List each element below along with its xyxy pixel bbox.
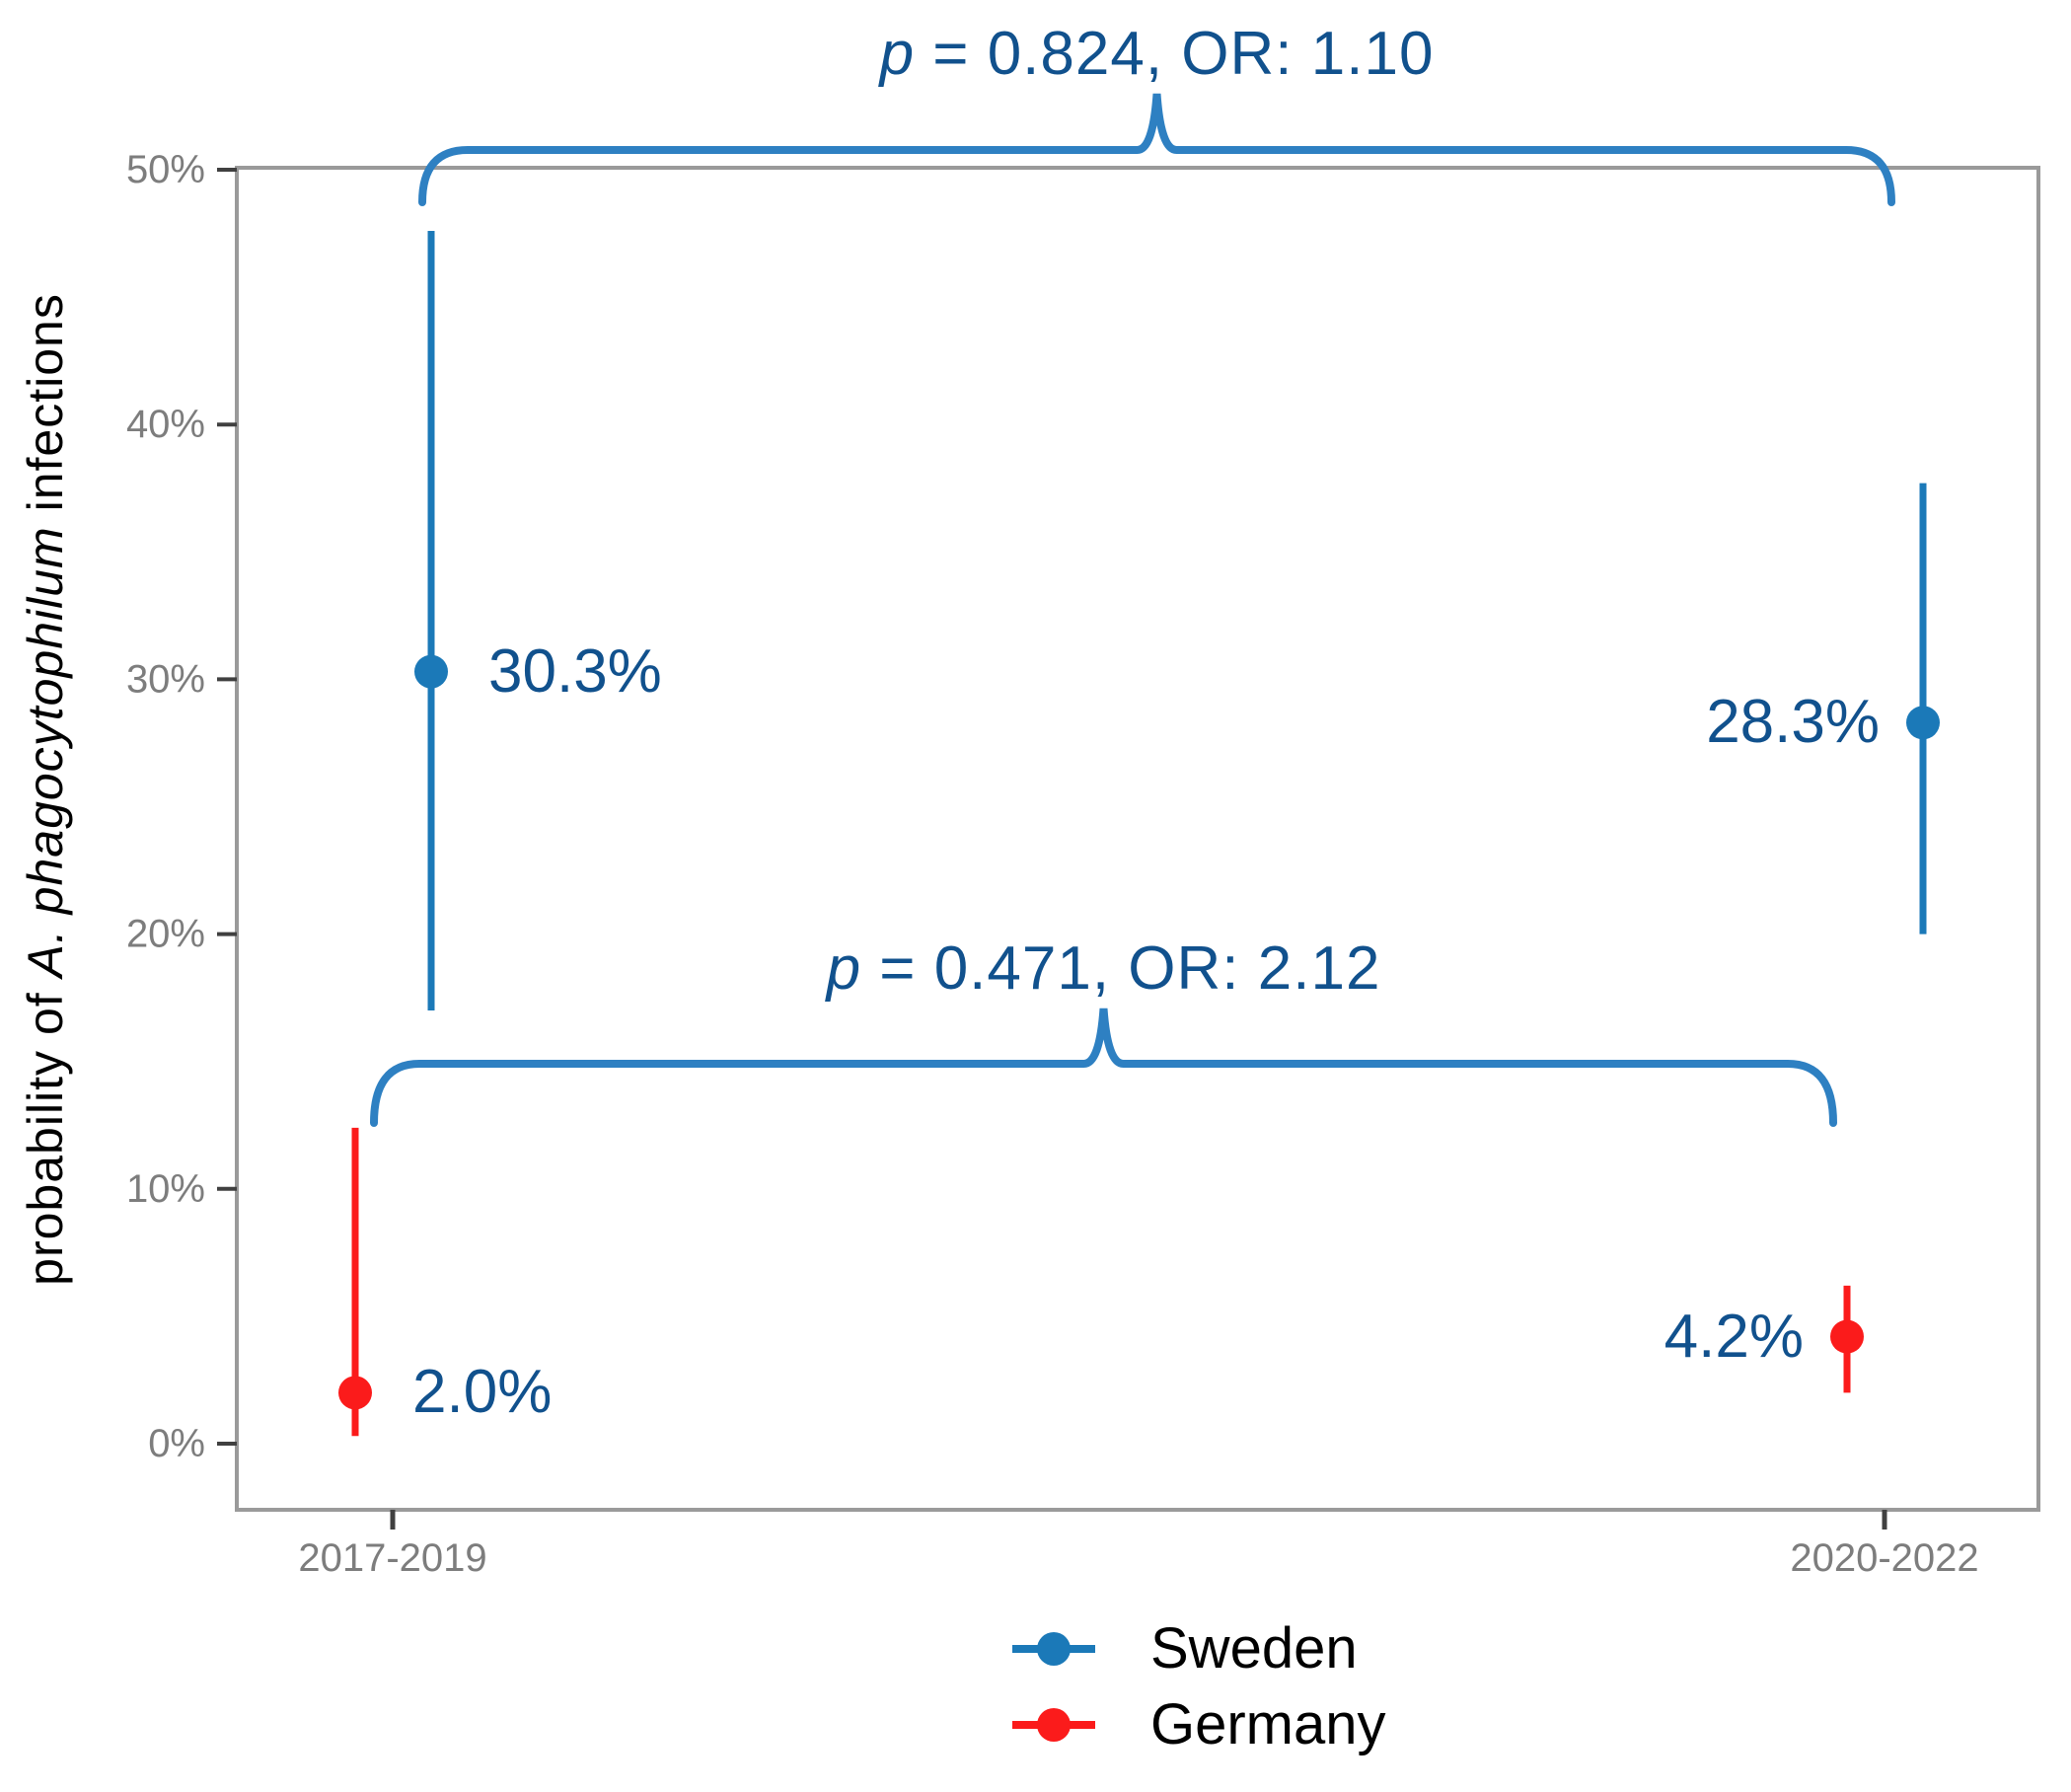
y-tick-label: 50% <box>126 148 205 191</box>
annotation-text: = 0.471, OR: 2.12 <box>861 934 1381 1003</box>
legend: Sweden Germany <box>1008 1610 1386 1762</box>
y-axis-title-prefix: probability of <box>18 977 73 1286</box>
y-axis-title: probability of A. phagocytophilum infect… <box>17 293 74 1286</box>
annotation-germany-comparison: p = 0.471, OR: 2.12 <box>827 933 1381 1004</box>
y-tick-label: 30% <box>126 657 205 701</box>
annotation-p-symbol: p <box>826 934 862 1003</box>
annotation-sweden-comparison: p = 0.824, OR: 1.10 <box>880 19 1435 89</box>
point-germany-2020-2022 <box>1830 1319 1864 1354</box>
x-tick-label: 2017-2019 <box>298 1536 486 1580</box>
legend-item-germany: Germany <box>1008 1686 1386 1762</box>
point-germany-2017-2019 <box>338 1376 372 1410</box>
brace-sweden-comparison <box>418 93 1895 206</box>
panel-border <box>235 166 2040 1512</box>
y-axis-title-species: A. phagocytophilum <box>18 526 73 978</box>
germany-pointrange-icon <box>1012 1707 1095 1742</box>
point-sweden-2020-2022 <box>1906 706 1940 740</box>
y-axis-title-suffix: infections <box>18 293 73 527</box>
y-tick-label: 40% <box>126 403 205 446</box>
point-label-sweden-2017-2019: 30.3% <box>488 636 662 706</box>
brace-germany-comparison <box>370 1008 1837 1127</box>
point-sweden-2017-2019 <box>414 654 448 689</box>
point-label-sweden-2020-2022: 28.3% <box>1706 688 1880 757</box>
legend-key-point <box>1037 1631 1071 1666</box>
legend-label-germany: Germany <box>1150 1692 1386 1756</box>
point-label-germany-2017-2019: 2.0% <box>412 1358 553 1427</box>
legend-item-sweden: Sweden <box>1008 1610 1386 1686</box>
x-tick-label: 2020-2022 <box>1790 1536 1978 1580</box>
sweden-pointrange-icon <box>1012 1631 1095 1666</box>
annotation-p-symbol: p <box>879 20 916 88</box>
legend-key-point <box>1037 1707 1071 1742</box>
point-label-germany-2020-2022: 4.2% <box>1664 1302 1804 1371</box>
y-tick-label: 0% <box>148 1422 205 1465</box>
annotation-text: = 0.824, OR: 1.10 <box>915 20 1435 88</box>
y-tick-label: 20% <box>126 913 205 956</box>
legend-label-sweden: Sweden <box>1150 1616 1358 1680</box>
y-tick-label: 10% <box>126 1167 205 1211</box>
